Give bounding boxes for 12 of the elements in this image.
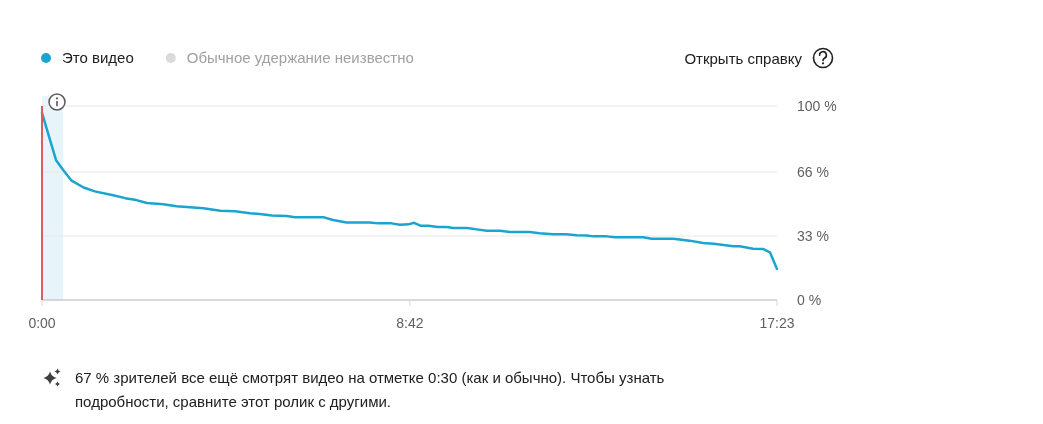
y-tick-label: 66 % bbox=[797, 163, 829, 180]
x-tick-label: 8:42 bbox=[396, 315, 424, 331]
y-tick-label: 33 % bbox=[797, 227, 829, 244]
y-tick-label: 100 % bbox=[797, 98, 837, 114]
legend-label: Обычное удержание неизвестно bbox=[186, 49, 414, 66]
x-tick-label: 0:00 bbox=[28, 315, 56, 331]
text: Открыть справку bbox=[684, 50, 803, 67]
text: 67 % зрителей все ещё смотрят видео на отметке 0:30 (как и обычно). Чтобы узнать подробности, сравните этот ролик с другими. bbox=[75, 369, 665, 410]
legend-label: Это видео bbox=[62, 49, 134, 66]
x-tick-label: 17:23 bbox=[759, 315, 795, 331]
y-tick-label: 0 % bbox=[797, 292, 822, 308]
line-series bbox=[40, 111, 779, 271]
